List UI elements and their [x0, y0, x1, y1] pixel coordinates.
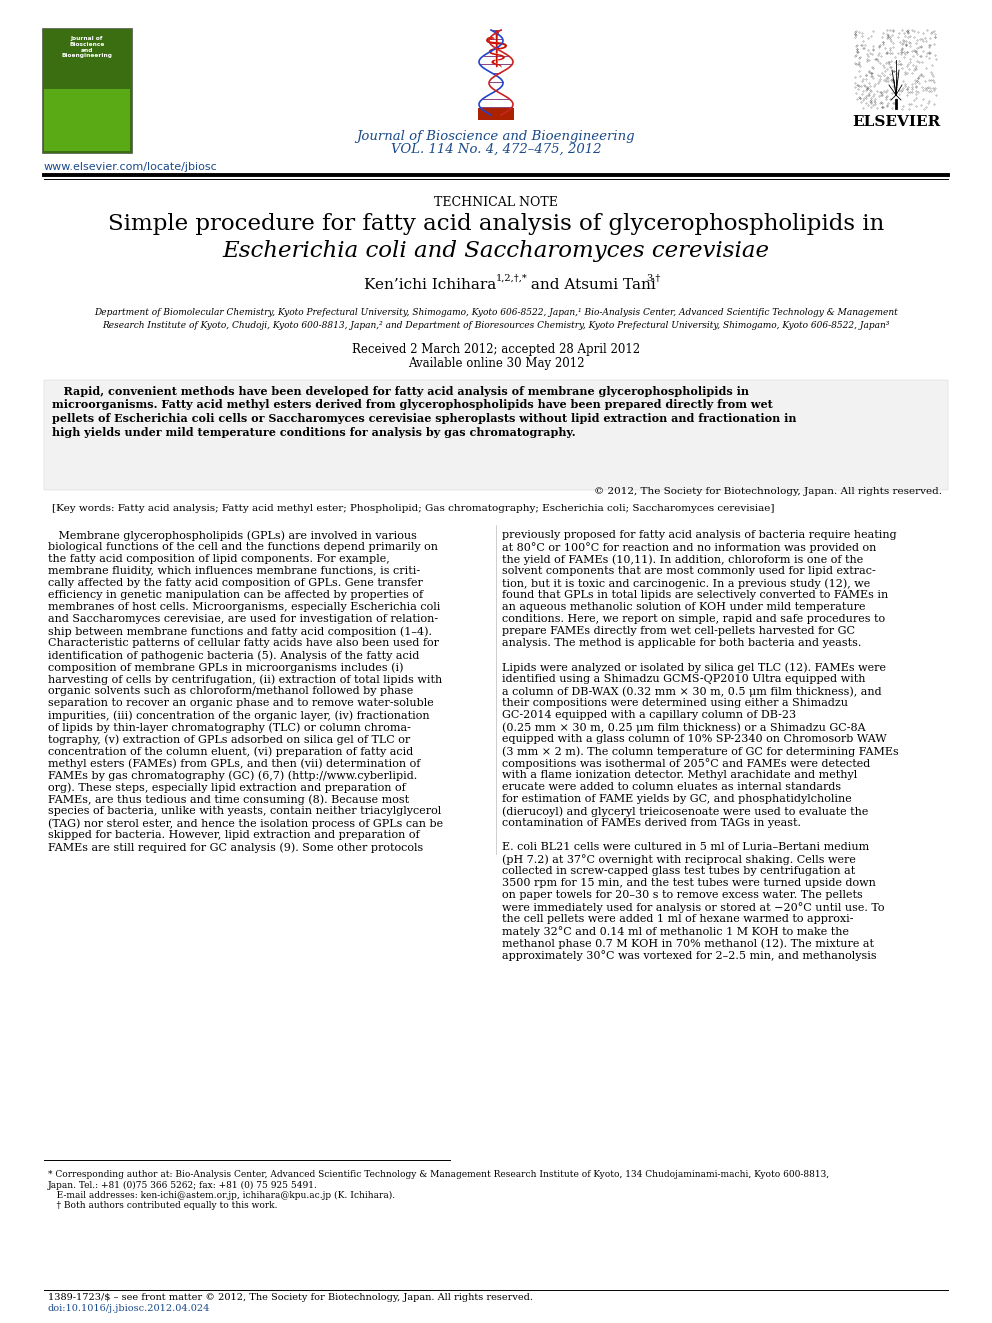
Text: pellets of Escherichia coli cells or Saccharomyces cerevisiae spheroplasts witho: pellets of Escherichia coli cells or Sac… — [52, 413, 797, 423]
Text: for estimation of FAME yields by GC, and phosphatidylcholine: for estimation of FAME yields by GC, and… — [502, 794, 852, 804]
FancyBboxPatch shape — [44, 380, 948, 490]
Text: impurities, (iii) concentration of the organic layer, (iv) fractionation: impurities, (iii) concentration of the o… — [48, 710, 430, 721]
Text: Rapid, convenient methods have been developed for fatty acid analysis of membran: Rapid, convenient methods have been deve… — [52, 386, 749, 397]
Text: membrane fluidity, which influences membrane functions, is criti-: membrane fluidity, which influences memb… — [48, 566, 421, 576]
Text: Ken’ichi Ichihara: Ken’ichi Ichihara — [364, 278, 496, 292]
Text: 3,†: 3,† — [646, 274, 661, 283]
Text: with a flame ionization detector. Methyl arachidate and methyl: with a flame ionization detector. Methyl… — [502, 770, 857, 781]
Text: analysis. The method is applicable for both bacteria and yeasts.: analysis. The method is applicable for b… — [502, 638, 861, 648]
Text: VOL. 114 No. 4, 472–475, 2012: VOL. 114 No. 4, 472–475, 2012 — [391, 143, 601, 156]
Text: an aqueous methanolic solution of KOH under mild temperature: an aqueous methanolic solution of KOH un… — [502, 602, 865, 613]
Text: a column of DB-WAX (0.32 mm × 30 m, 0.5 μm film thickness), and: a column of DB-WAX (0.32 mm × 30 m, 0.5 … — [502, 687, 882, 697]
Text: ship between membrane functions and fatty acid composition (1–4).: ship between membrane functions and fatt… — [48, 626, 432, 636]
Text: organic solvents such as chloroform/methanol followed by phase: organic solvents such as chloroform/meth… — [48, 687, 414, 696]
Text: harvesting of cells by centrifugation, (ii) extraction of total lipids with: harvesting of cells by centrifugation, (… — [48, 673, 442, 684]
Text: www.elsevier.com/locate/jbiosc: www.elsevier.com/locate/jbiosc — [44, 161, 218, 172]
Text: doi:10.1016/j.jbiosc.2012.04.024: doi:10.1016/j.jbiosc.2012.04.024 — [48, 1304, 210, 1312]
Text: E-mail addresses: ken-ichi@astem.or.jp, ichihara@kpu.ac.jp (K. Ichihara).: E-mail addresses: ken-ichi@astem.or.jp, … — [48, 1191, 395, 1200]
Text: concentration of the column eluent, (vi) preparation of fatty acid: concentration of the column eluent, (vi)… — [48, 746, 414, 757]
Text: found that GPLs in total lipids are selectively converted to FAMEs in: found that GPLs in total lipids are sele… — [502, 590, 888, 601]
Text: Journal of
Bioscience
and
Bioengineering: Journal of Bioscience and Bioengineering — [62, 36, 112, 58]
Text: collected in screw-capped glass test tubes by centrifugation at: collected in screw-capped glass test tub… — [502, 867, 855, 876]
Text: at 80°C or 100°C for reaction and no information was provided on: at 80°C or 100°C for reaction and no inf… — [502, 542, 876, 553]
Text: cally affected by the fatty acid composition of GPLs. Gene transfer: cally affected by the fatty acid composi… — [48, 578, 423, 587]
Text: of lipids by thin-layer chromatography (TLC) or column chroma-: of lipids by thin-layer chromatography (… — [48, 722, 411, 733]
Text: FAMEs by gas chromatography (GC) (6,7) (http://www.cyberlipid.: FAMEs by gas chromatography (GC) (6,7) (… — [48, 770, 418, 781]
Text: contamination of FAMEs derived from TAGs in yeast.: contamination of FAMEs derived from TAGs… — [502, 818, 801, 828]
Text: the cell pellets were added 1 ml of hexane warmed to approxi-: the cell pellets were added 1 ml of hexa… — [502, 914, 853, 923]
Text: Available online 30 May 2012: Available online 30 May 2012 — [408, 357, 584, 370]
Text: GC-2014 equipped with a capillary column of DB-23: GC-2014 equipped with a capillary column… — [502, 710, 797, 720]
Text: mately 32°C and 0.14 ml of methanolic 1 M KOH to make the: mately 32°C and 0.14 ml of methanolic 1 … — [502, 926, 849, 937]
Text: FAMEs are still required for GC analysis (9). Some other protocols: FAMEs are still required for GC analysis… — [48, 841, 424, 852]
Text: (TAG) nor sterol ester, and hence the isolation process of GPLs can be: (TAG) nor sterol ester, and hence the is… — [48, 818, 443, 828]
Text: ELSEVIER: ELSEVIER — [852, 115, 940, 130]
Text: high yields under mild temperature conditions for analysis by gas chromatography: high yields under mild temperature condi… — [52, 426, 575, 438]
Text: on paper towels for 20–30 s to remove excess water. The pellets: on paper towels for 20–30 s to remove ex… — [502, 890, 863, 900]
Text: Lipids were analyzed or isolated by silica gel TLC (12). FAMEs were: Lipids were analyzed or isolated by sili… — [502, 662, 886, 672]
Text: tography, (v) extraction of GPLs adsorbed on silica gel of TLC or: tography, (v) extraction of GPLs adsorbe… — [48, 734, 411, 745]
Text: † Both authors contributed equally to this work.: † Both authors contributed equally to th… — [48, 1201, 278, 1211]
Text: FAMEs, are thus tedious and time consuming (8). Because most: FAMEs, are thus tedious and time consumi… — [48, 794, 409, 804]
Text: biological functions of the cell and the functions depend primarily on: biological functions of the cell and the… — [48, 542, 438, 552]
Text: © 2012, The Society for Biotechnology, Japan. All rights reserved.: © 2012, The Society for Biotechnology, J… — [594, 487, 942, 496]
Text: the fatty acid composition of lipid components. For example,: the fatty acid composition of lipid comp… — [48, 554, 390, 564]
Text: Research Institute of Kyoto, Chudoji, Kyoto 600-8813, Japan,² and Department of : Research Institute of Kyoto, Chudoji, Ky… — [102, 321, 890, 329]
Text: (3 mm × 2 m). The column temperature of GC for determining FAMEs: (3 mm × 2 m). The column temperature of … — [502, 746, 899, 757]
Text: Escherichia coli and Saccharomyces cerevisiae: Escherichia coli and Saccharomyces cerev… — [222, 239, 770, 262]
FancyBboxPatch shape — [42, 28, 132, 153]
Text: identification of pathogenic bacteria (5). Analysis of the fatty acid: identification of pathogenic bacteria (5… — [48, 650, 420, 660]
Text: the yield of FAMEs (10,11). In addition, chloroform is one of the: the yield of FAMEs (10,11). In addition,… — [502, 554, 863, 565]
Text: 3500 rpm for 15 min, and the test tubes were turned upside down: 3500 rpm for 15 min, and the test tubes … — [502, 878, 876, 888]
Text: composition of membrane GPLs in microorganisms includes (i): composition of membrane GPLs in microorg… — [48, 662, 404, 672]
Text: Japan. Tel.: +81 (0)75 366 5262; fax: +81 (0) 75 925 5491.: Japan. Tel.: +81 (0)75 366 5262; fax: +8… — [48, 1180, 317, 1189]
Text: Characteristic patterns of cellular fatty acids have also been used for: Characteristic patterns of cellular fatt… — [48, 638, 439, 648]
Text: 1,2,†,*: 1,2,†,* — [496, 274, 528, 283]
Text: species of bacteria, unlike with yeasts, contain neither triacylglycerol: species of bacteria, unlike with yeasts,… — [48, 806, 441, 816]
Text: (dierucoyl) and glyceryl trieicosenoate were used to evaluate the: (dierucoyl) and glyceryl trieicosenoate … — [502, 806, 868, 816]
Text: were immediately used for analysis or stored at −20°C until use. To: were immediately used for analysis or st… — [502, 902, 885, 913]
Text: membranes of host cells. Microorganisms, especially Escherichia coli: membranes of host cells. Microorganisms,… — [48, 602, 440, 613]
Text: their compositions were determined using either a Shimadzu: their compositions were determined using… — [502, 699, 848, 708]
Text: Membrane glycerophospholipids (GPLs) are involved in various: Membrane glycerophospholipids (GPLs) are… — [48, 531, 417, 541]
Text: identified using a Shimadzu GCMS-QP2010 Ultra equipped with: identified using a Shimadzu GCMS-QP2010 … — [502, 673, 865, 684]
Text: (0.25 mm × 30 m, 0.25 μm film thickness) or a Shimadzu GC-8A: (0.25 mm × 30 m, 0.25 μm film thickness)… — [502, 722, 866, 733]
Text: skipped for bacteria. However, lipid extraction and preparation of: skipped for bacteria. However, lipid ext… — [48, 830, 420, 840]
Text: and Saccharomyces cerevisiae, are used for investigation of relation-: and Saccharomyces cerevisiae, are used f… — [48, 614, 438, 624]
Text: * Corresponding author at: Bio-Analysis Center, Advanced Scientific Technology &: * Corresponding author at: Bio-Analysis … — [48, 1170, 829, 1179]
Text: conditions. Here, we report on simple, rapid and safe procedures to: conditions. Here, we report on simple, r… — [502, 614, 885, 624]
Text: erucate were added to column eluates as internal standards: erucate were added to column eluates as … — [502, 782, 841, 792]
Text: prepare FAMEs directly from wet cell-pellets harvested for GC: prepare FAMEs directly from wet cell-pel… — [502, 626, 855, 636]
Text: methyl esters (FAMEs) from GPLs, and then (vii) determination of: methyl esters (FAMEs) from GPLs, and the… — [48, 758, 421, 769]
Text: (pH 7.2) at 37°C overnight with reciprocal shaking. Cells were: (pH 7.2) at 37°C overnight with reciproc… — [502, 855, 856, 865]
Text: org). These steps, especially lipid extraction and preparation of: org). These steps, especially lipid extr… — [48, 782, 406, 792]
Text: [Key words: Fatty acid analysis; Fatty acid methyl ester; Phospholipid; Gas chro: [Key words: Fatty acid analysis; Fatty a… — [52, 504, 775, 513]
FancyBboxPatch shape — [478, 108, 514, 120]
Text: TECHNICAL NOTE: TECHNICAL NOTE — [434, 196, 558, 209]
Text: microorganisms. Fatty acid methyl esters derived from glycerophospholipids have : microorganisms. Fatty acid methyl esters… — [52, 400, 773, 410]
Text: approximately 30°C was vortexed for 2–2.5 min, and methanolysis: approximately 30°C was vortexed for 2–2.… — [502, 950, 877, 960]
Text: methanol phase 0.7 M KOH in 70% methanol (12). The mixture at: methanol phase 0.7 M KOH in 70% methanol… — [502, 938, 874, 949]
Text: Department of Biomolecular Chemistry, Kyoto Prefectural University, Shimogamo, K: Department of Biomolecular Chemistry, Ky… — [94, 308, 898, 318]
Text: 1389-1723/$ – see front matter © 2012, The Society for Biotechnology, Japan. All: 1389-1723/$ – see front matter © 2012, T… — [48, 1293, 533, 1302]
Text: compositions was isothermal of 205°C and FAMEs were detected: compositions was isothermal of 205°C and… — [502, 758, 870, 769]
Text: efficiency in genetic manipulation can be affected by properties of: efficiency in genetic manipulation can b… — [48, 590, 424, 601]
FancyBboxPatch shape — [44, 89, 130, 151]
Text: solvent components that are most commonly used for lipid extrac-: solvent components that are most commonl… — [502, 566, 876, 576]
Text: equipped with a glass column of 10% SP-2340 on Chromosorb WAW: equipped with a glass column of 10% SP-2… — [502, 734, 887, 744]
Text: E. coli BL21 cells were cultured in 5 ml of Luria–Bertani medium: E. coli BL21 cells were cultured in 5 ml… — [502, 841, 869, 852]
Text: Journal of Bioscience and Bioengineering: Journal of Bioscience and Bioengineering — [357, 130, 635, 143]
Text: Received 2 March 2012; accepted 28 April 2012: Received 2 March 2012; accepted 28 April… — [352, 343, 640, 356]
Text: separation to recover an organic phase and to remove water-soluble: separation to recover an organic phase a… — [48, 699, 434, 708]
Text: ⚕: ⚕ — [482, 30, 510, 78]
Text: and Atsumi Tani: and Atsumi Tani — [526, 278, 656, 292]
Text: Simple procedure for fatty acid analysis of glycerophospholipids in: Simple procedure for fatty acid analysis… — [108, 213, 884, 235]
Text: previously proposed for fatty acid analysis of bacteria require heating: previously proposed for fatty acid analy… — [502, 531, 897, 540]
Text: tion, but it is toxic and carcinogenic. In a previous study (12), we: tion, but it is toxic and carcinogenic. … — [502, 578, 870, 589]
